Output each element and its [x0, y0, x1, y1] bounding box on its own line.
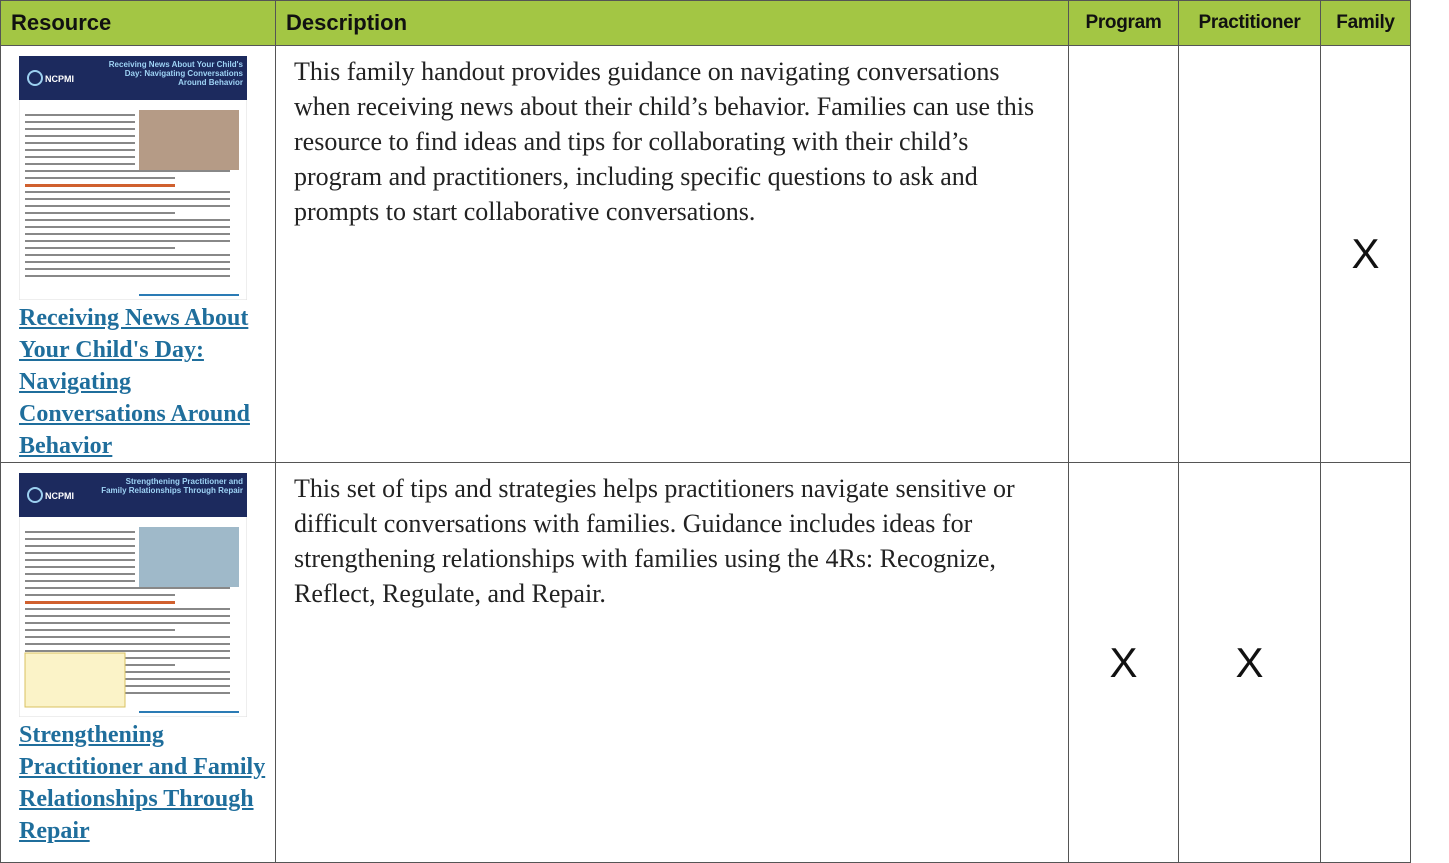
program-cell: X [1068, 462, 1179, 863]
thumb-line [25, 552, 135, 554]
thumb-heading [25, 184, 175, 187]
thumb-line [25, 531, 135, 533]
thumb-line [25, 559, 135, 561]
thumb-line [25, 191, 230, 193]
column-header: Description [275, 0, 1069, 46]
thumb-line [25, 261, 230, 263]
thumb-line [25, 219, 230, 221]
thumb-line [25, 233, 230, 235]
thumb-line [25, 177, 175, 179]
thumb-line [25, 685, 230, 687]
thumb-title: Receiving News About Your Child's Day: N… [108, 60, 243, 87]
thumb-line [25, 692, 230, 694]
header-row: Resource Description Program Practitioner Fa… [0, 0, 1411, 46]
column-header: Family [1320, 0, 1411, 46]
thumb-callout [24, 652, 126, 708]
thumb-line [25, 128, 135, 130]
audience-mark: X [1109, 638, 1138, 686]
thumb-line [25, 643, 230, 645]
thumbnail: NCPMI Receiving News About Your Child's D… [19, 56, 247, 300]
thumb-line [25, 580, 135, 582]
program-cell [1068, 45, 1179, 463]
audience-mark: X [1351, 230, 1380, 277]
resource-link[interactable]: Strengthening Practitioner and Family Re… [19, 722, 266, 844]
thumb-line [25, 268, 230, 270]
thumb-title: Strengthening Practitioner and Family Re… [101, 477, 243, 495]
logo-mark [27, 487, 43, 503]
thumb-line [25, 629, 175, 631]
thumb-footer [139, 711, 239, 713]
description-cell: This family handout provides guidance on… [275, 45, 1069, 463]
thumb-line [25, 121, 135, 123]
family-cell: X [1320, 45, 1411, 463]
thumb-line [25, 615, 230, 617]
thumb-line [25, 142, 135, 144]
resource-cell: NCPMI Strengthening Practitioner and Fami… [0, 462, 276, 863]
thumb-banner [19, 473, 247, 517]
thumbnail: NCPMI Strengthening Practitioner and Fami… [19, 473, 247, 717]
audience-mark: X [1235, 638, 1264, 686]
thumb-line [25, 594, 175, 596]
description-cell: This set of tips and strategies helps pr… [275, 462, 1069, 863]
thumb-line [25, 205, 230, 207]
resource-table: Resource Description Program Practitioner Fa… [0, 0, 1411, 863]
thumb-line [25, 545, 135, 547]
thumb-line [25, 254, 230, 256]
page: {"table": { "headers": ["Resource", "Des… [0, 0, 1411, 863]
thumb-line [25, 657, 230, 659]
thumb-logo: NCPMI [45, 74, 74, 84]
thumb-title-box: Strengthening Practitioner and Family Re… [101, 477, 243, 495]
thumb-line [25, 573, 135, 575]
thumb-line [25, 678, 230, 680]
thumb-line [25, 566, 135, 568]
resource-link[interactable]: Receiving News About Your Child's Day: N… [19, 305, 250, 459]
thumb-line [25, 198, 230, 200]
thumb-title-box: Receiving News About Your Child's Day: N… [108, 60, 243, 87]
thumb-line [25, 156, 135, 158]
column-header: Resource [0, 0, 276, 46]
thumb-line [25, 538, 135, 540]
column-header: Program [1068, 0, 1179, 46]
thumb-footer [139, 294, 239, 296]
resource-row: NCPMI Strengthening Practitioner and Fami… [0, 462, 1411, 863]
practitioner-cell [1178, 45, 1321, 463]
thumb-line [25, 587, 230, 589]
thumb-line [25, 212, 175, 214]
column-header: Practitioner [1178, 0, 1321, 46]
logo-mark [27, 70, 43, 86]
thumb-photo [139, 527, 239, 587]
thumb-logo: NCPMI [45, 491, 74, 501]
thumb-line [25, 636, 230, 638]
thumb-line [25, 170, 230, 172]
thumb-heading [25, 601, 175, 604]
thumb-line [25, 650, 230, 652]
family-cell [1320, 462, 1411, 863]
thumb-line [25, 226, 230, 228]
thumb-line [25, 275, 230, 277]
thumb-line [25, 247, 175, 249]
practitioner-cell: X [1178, 462, 1321, 863]
thumb-line [25, 240, 230, 242]
thumb-photo [139, 110, 239, 170]
resource-cell: NCPMI Receiving News About Your Child's D… [0, 45, 276, 463]
thumb-line [25, 149, 135, 151]
thumb-line [25, 622, 230, 624]
thumb-banner [19, 56, 247, 100]
thumb-line [25, 163, 135, 165]
resource-row: NCPMI Receiving News About Your Child's D… [0, 45, 1411, 463]
thumb-line [25, 608, 230, 610]
thumb-line [25, 114, 135, 116]
thumb-line [25, 135, 135, 137]
thumb-line [25, 671, 230, 673]
